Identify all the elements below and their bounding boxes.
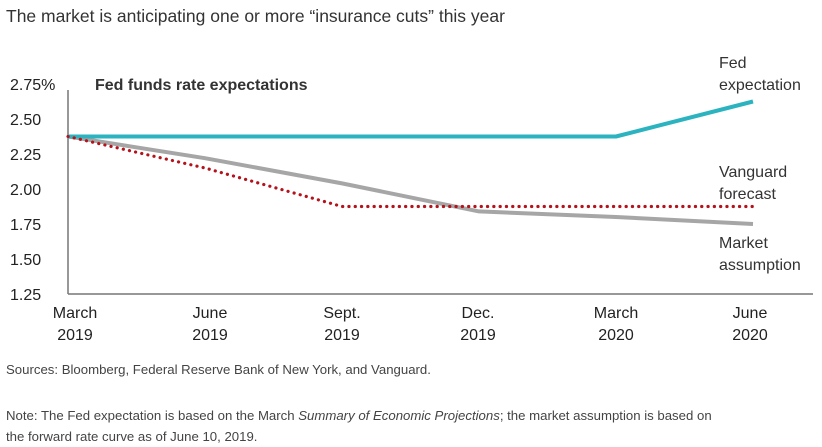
footnote: Note: The Fed expectation is based on th… bbox=[6, 405, 712, 447]
footnote-italic-title: Summary of Economic Projections bbox=[298, 408, 500, 423]
x-tick-label: June 2020 bbox=[732, 305, 768, 344]
series-lines bbox=[66, 99, 755, 226]
x-tick-label: March 2019 bbox=[53, 305, 97, 344]
y-tick-label: 2.25 bbox=[10, 147, 41, 164]
line-chart: Fed funds rate expectations 1.25 1.50 1.75… bbox=[10, 55, 813, 344]
series-labels: Fed expectation Vanguard forecast Market assu… bbox=[719, 55, 801, 274]
footnote-line2: the forward rate curve as of June 10, 20… bbox=[6, 429, 258, 444]
y-tick-label: 1.75 bbox=[10, 217, 41, 234]
x-tick-label: June 2019 bbox=[192, 305, 228, 344]
series-label-fed-expectation: Fed expectation bbox=[719, 55, 801, 94]
series-label-market-assumption: Market assumption bbox=[719, 235, 801, 274]
x-tick-label: March 2020 bbox=[594, 305, 638, 344]
x-tick-labels: March 2019 June 2019 Sept. 2019 Dec. 2019 March 2… bbox=[53, 305, 768, 344]
page-title: The market is anticipating one or more “… bbox=[6, 6, 505, 26]
series-line-fed-expectation bbox=[68, 99, 754, 139]
y-tick-label: 2.75% bbox=[10, 77, 55, 94]
y-tick-label: 1.50 bbox=[10, 252, 41, 269]
y-tick-label: 1.25 bbox=[10, 287, 41, 304]
y-tick-label: 2.50 bbox=[10, 112, 41, 129]
footnote-prefix: Note: The Fed expectation is based on th… bbox=[6, 408, 299, 423]
sources-note: Sources: Bloomberg, Federal Reserve Bank… bbox=[6, 362, 431, 377]
series-label-vanguard-forecast: Vanguard forecast bbox=[719, 164, 787, 203]
footnote-suffix: ; the market assumption is based on bbox=[499, 408, 712, 423]
x-tick-label: Dec. 2019 bbox=[460, 305, 496, 344]
chart-title: Fed funds rate expectations bbox=[95, 77, 308, 94]
x-tick-label: Sept. 2019 bbox=[323, 305, 360, 344]
y-tick-labels: 1.25 1.50 1.75 2.00 2.25 2.50 2.75% bbox=[10, 77, 55, 304]
series-line-market-assumption bbox=[67, 134, 754, 226]
y-tick-label: 2.00 bbox=[10, 182, 41, 199]
series-line-vanguard-forecast bbox=[66, 134, 755, 209]
